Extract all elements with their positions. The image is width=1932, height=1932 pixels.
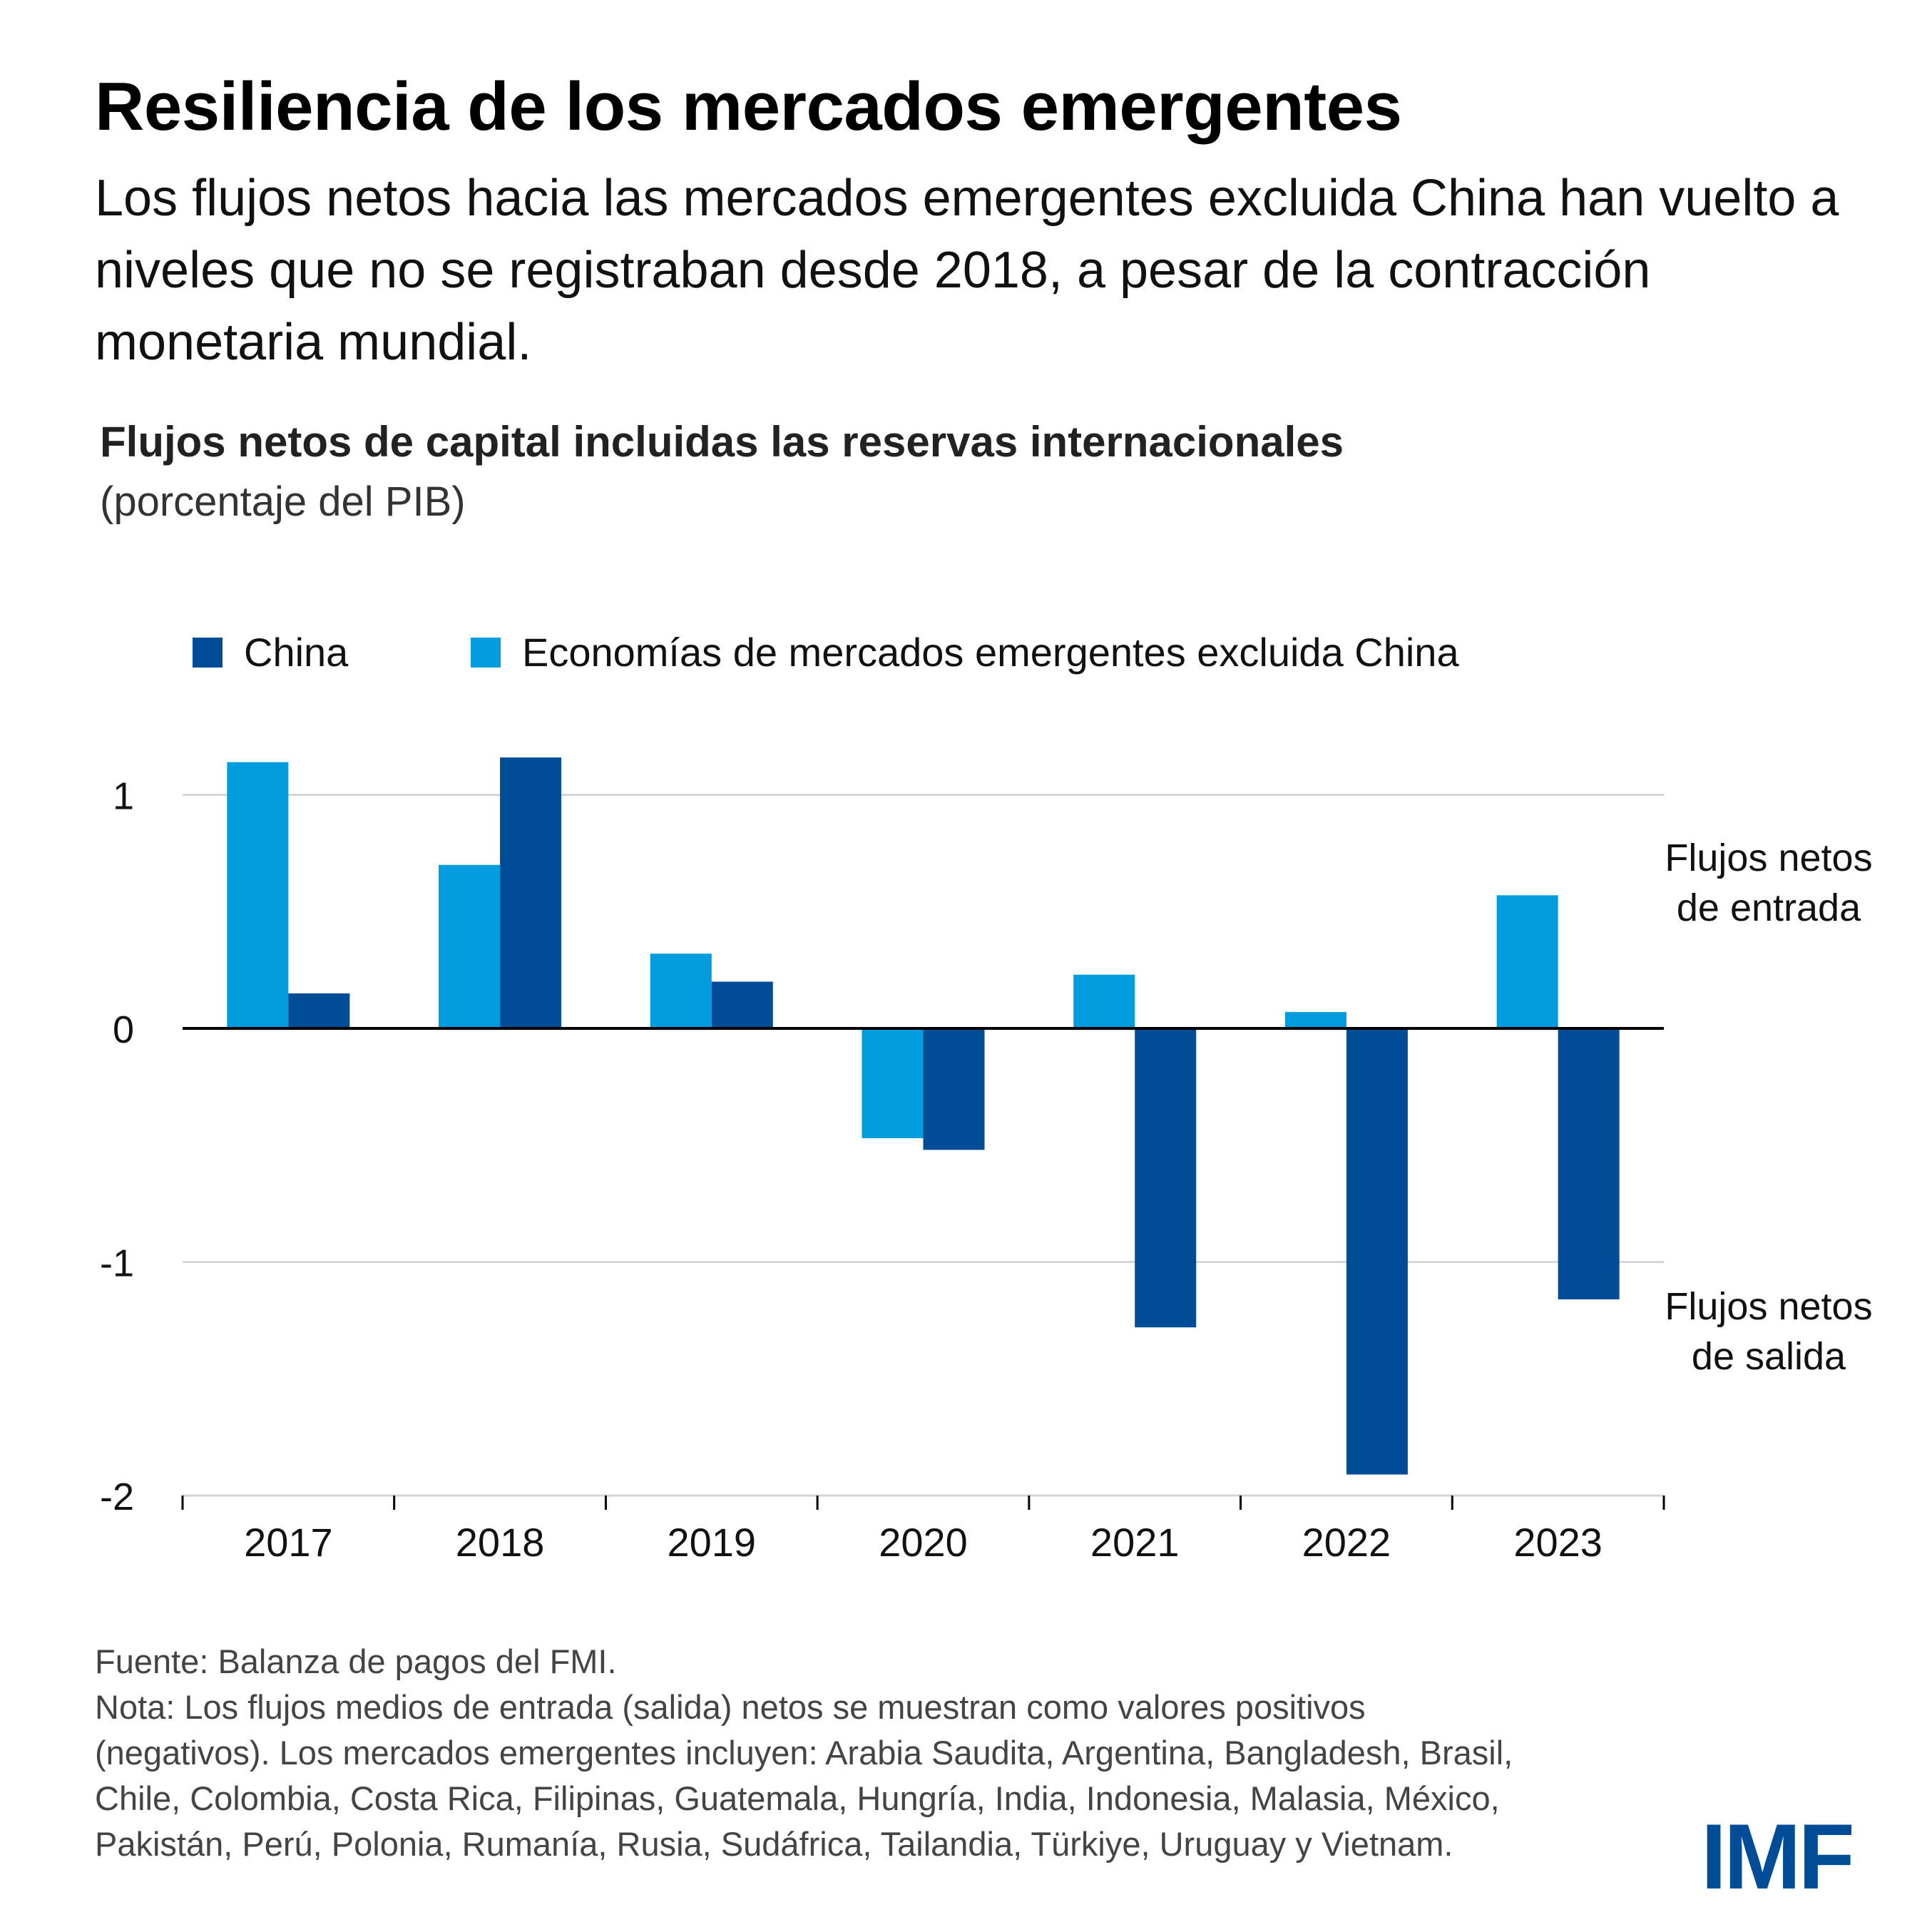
- bar-em-ex-china: [650, 954, 712, 1028]
- annotation-outflows-line2: de salida: [1691, 1335, 1846, 1378]
- imf-logo: IMF: [1701, 1804, 1855, 1908]
- note-line: Nota: Los flujos medios de entrada (sali…: [95, 1688, 1366, 1726]
- axes: 1 0 -1 -2 2017 2018 2019 2020 2021 2022 2023: [100, 775, 1665, 1565]
- page-title: Resiliencia de los mercados emergentes: [95, 68, 1402, 145]
- chart-unit-label: (porcentaje del PIB): [100, 479, 466, 525]
- footer-notes: Fuente: Balanza de pagos del FMI. Nota: …: [95, 1639, 1628, 1867]
- bars: [227, 757, 1620, 1475]
- source-note: Fuente: Balanza de pagos del FMI.: [95, 1642, 617, 1680]
- legend-item-china: China: [193, 629, 348, 675]
- legend-swatch-em-ex-china: [471, 637, 501, 668]
- y-tick-label: -1: [100, 1242, 134, 1285]
- y-tick-label: 1: [113, 775, 134, 818]
- x-tick-label: 2018: [456, 1520, 545, 1565]
- x-tick-label: 2020: [879, 1520, 968, 1565]
- bar-china: [1558, 1028, 1620, 1299]
- bar-china: [500, 757, 562, 1028]
- bar-china: [923, 1028, 985, 1150]
- x-tick-label: 2022: [1302, 1520, 1391, 1565]
- y-tick-label: 0: [113, 1008, 134, 1051]
- bar-em-ex-china: [227, 762, 289, 1028]
- bar-em-ex-china: [1496, 895, 1558, 1028]
- legend-label-china: China: [244, 630, 349, 675]
- note-line: Pakistán, Perú, Polonia, Rumanía, Rusia,…: [95, 1825, 1453, 1863]
- bar-em-ex-china: [1073, 974, 1135, 1028]
- annotation-inflows-line2: de entrada: [1676, 886, 1861, 929]
- note-line: Chile, Colombia, Costa Rica, Filipinas, …: [95, 1779, 1500, 1817]
- annotation-inflows: Flujos netos de entrada: [1644, 833, 1893, 933]
- x-tick-label: 2023: [1513, 1520, 1603, 1565]
- note-line: (negativos). Los mercados emergentes inc…: [95, 1734, 1513, 1772]
- y-tick-label: -2: [100, 1476, 134, 1518]
- x-tick-label: 2021: [1090, 1520, 1180, 1565]
- x-tick-label: 2017: [244, 1520, 333, 1565]
- chart-title: Flujos netos de capital incluidas las re…: [100, 418, 1344, 466]
- bar-em-ex-china: [1284, 1012, 1346, 1028]
- x-tick-label: 2019: [667, 1520, 756, 1565]
- annotation-outflows-line1: Flujos netos: [1665, 1285, 1873, 1328]
- annotation-inflows-line1: Flujos netos: [1665, 837, 1873, 879]
- legend-swatch-china: [193, 637, 223, 668]
- bar-china: [288, 993, 350, 1028]
- bar-em-ex-china: [862, 1028, 924, 1138]
- bar-china: [1135, 1028, 1197, 1328]
- legend-item-em-ex-china: Economías de mercados emergentes excluid…: [471, 629, 1459, 675]
- bar-china: [1346, 1028, 1408, 1475]
- page-subtitle: Los flujos netos hacia las mercados emer…: [95, 170, 1839, 371]
- legend-label-em-ex-china: Economías de mercados emergentes excluid…: [522, 630, 1459, 675]
- bar-china: [711, 981, 773, 1028]
- bar-em-ex-china: [439, 864, 501, 1028]
- annotation-outflows: Flujos netos de salida: [1644, 1282, 1893, 1381]
